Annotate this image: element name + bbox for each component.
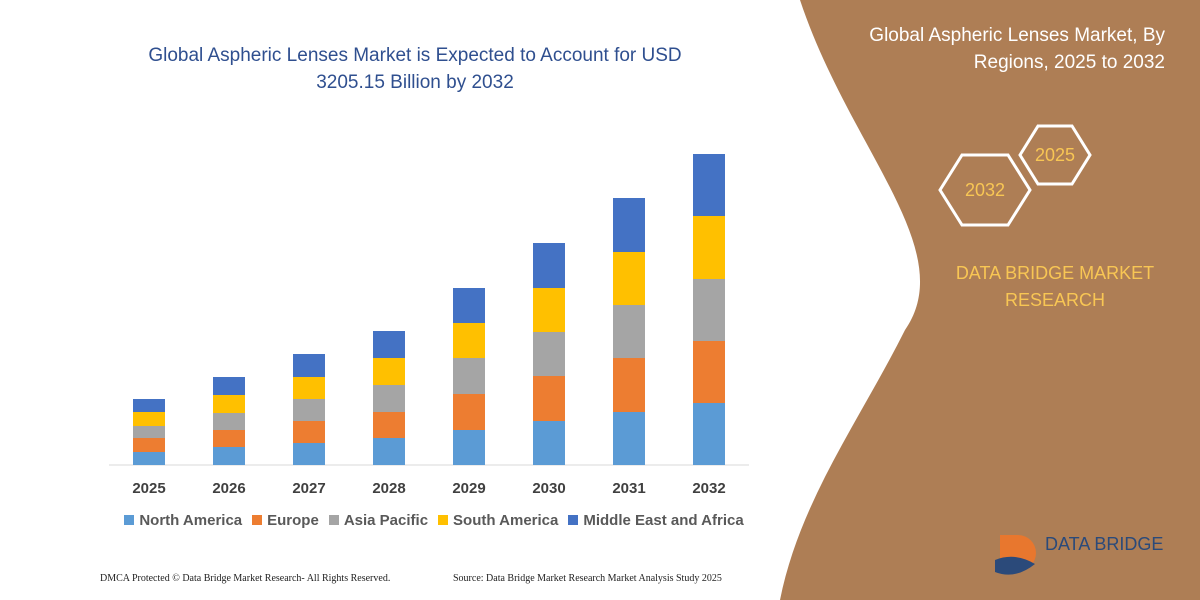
bar-segment	[453, 394, 485, 430]
bar-segment	[533, 421, 565, 465]
x-tick-label: 2032	[692, 480, 725, 497]
bar-segment	[293, 443, 325, 465]
bar-segment	[213, 430, 245, 447]
legend-swatch	[568, 515, 579, 525]
legend-swatch	[252, 515, 263, 525]
bar-segment	[533, 332, 565, 376]
bar-segment	[453, 430, 485, 465]
bar-segment	[613, 358, 645, 412]
bar-segment	[373, 438, 405, 465]
legend-label: Middle East and Africa	[583, 512, 744, 529]
bar-segment	[613, 305, 645, 358]
bar-segment	[613, 252, 645, 305]
x-tick-label: 2029	[452, 480, 485, 497]
bar-segment	[213, 413, 245, 430]
bar-segment	[373, 331, 405, 358]
bar-segment	[213, 447, 245, 465]
x-tick-label: 2025	[132, 480, 165, 497]
bar-segment	[693, 403, 725, 465]
legend-label: North America	[139, 512, 243, 529]
hexagon	[1018, 124, 1092, 186]
hexagon-label: 2025	[1035, 145, 1075, 165]
bar-segment	[453, 323, 485, 358]
bar-segment	[693, 154, 725, 216]
footer-left: DMCA Protected © Data Bridge Market Rese…	[100, 573, 391, 584]
bar-segment	[693, 216, 725, 279]
footer-right: Source: Data Bridge Market Research Mark…	[453, 573, 722, 584]
side-panel	[780, 0, 1200, 600]
logo-mark	[995, 556, 1035, 575]
x-tick-label: 2031	[612, 480, 645, 497]
bar-segment	[133, 412, 165, 426]
bar-segment	[613, 198, 645, 252]
legend-item: South America	[438, 512, 558, 529]
bar-segment	[533, 243, 565, 288]
bar-segment	[133, 399, 165, 412]
legend-swatch	[124, 515, 135, 525]
bar-segment	[293, 399, 325, 421]
legend-label: Asia Pacific	[343, 512, 429, 529]
logo-text: DATA BRIDGE	[1045, 534, 1163, 554]
x-tick-label: 2026	[212, 480, 245, 497]
bar-segment	[213, 395, 245, 413]
x-tick-label: 2028	[372, 480, 405, 497]
legend: North America Europe Asia Pacific South Ame…	[109, 512, 759, 529]
bar-segment	[453, 358, 485, 394]
bar-segment	[293, 421, 325, 443]
bar-segment	[533, 376, 565, 421]
legend-swatch	[438, 515, 449, 525]
hexagon-label: 2032	[965, 180, 1005, 200]
legend-swatch	[328, 515, 339, 525]
legend-item: Europe	[252, 512, 319, 529]
bar-segment	[693, 279, 725, 341]
bar-segment	[133, 438, 165, 452]
hexagon	[938, 153, 1032, 227]
bar-segment	[293, 377, 325, 399]
bar-segment	[453, 288, 485, 323]
x-tick-label: 2030	[532, 480, 565, 497]
brand: DATA BRIDGE MARKET RESEARCH	[955, 263, 1155, 310]
bar-segment	[213, 377, 245, 395]
bar-segment	[133, 426, 165, 438]
bar-segment	[373, 412, 405, 438]
chart-title: Global Aspheric Lenses Market is Expecte…	[148, 45, 682, 93]
bar-segment	[293, 354, 325, 377]
bar-segment	[373, 385, 405, 412]
x-tick-label: 2027	[292, 480, 325, 497]
bar-segment	[373, 358, 405, 385]
legend-item: Asia Pacific	[328, 512, 429, 529]
bar-segment	[693, 341, 725, 403]
legend-item: North America	[124, 512, 242, 529]
panel-heading: Global Aspheric Lenses Market, By Region…	[869, 25, 1165, 73]
legend-label: South America	[453, 512, 559, 529]
bar-segment	[533, 288, 565, 332]
legend-item: Middle East and Africa	[568, 512, 744, 529]
legend-label: Europe	[267, 512, 319, 529]
bar-segment	[613, 412, 645, 465]
bar-segment	[133, 452, 165, 465]
